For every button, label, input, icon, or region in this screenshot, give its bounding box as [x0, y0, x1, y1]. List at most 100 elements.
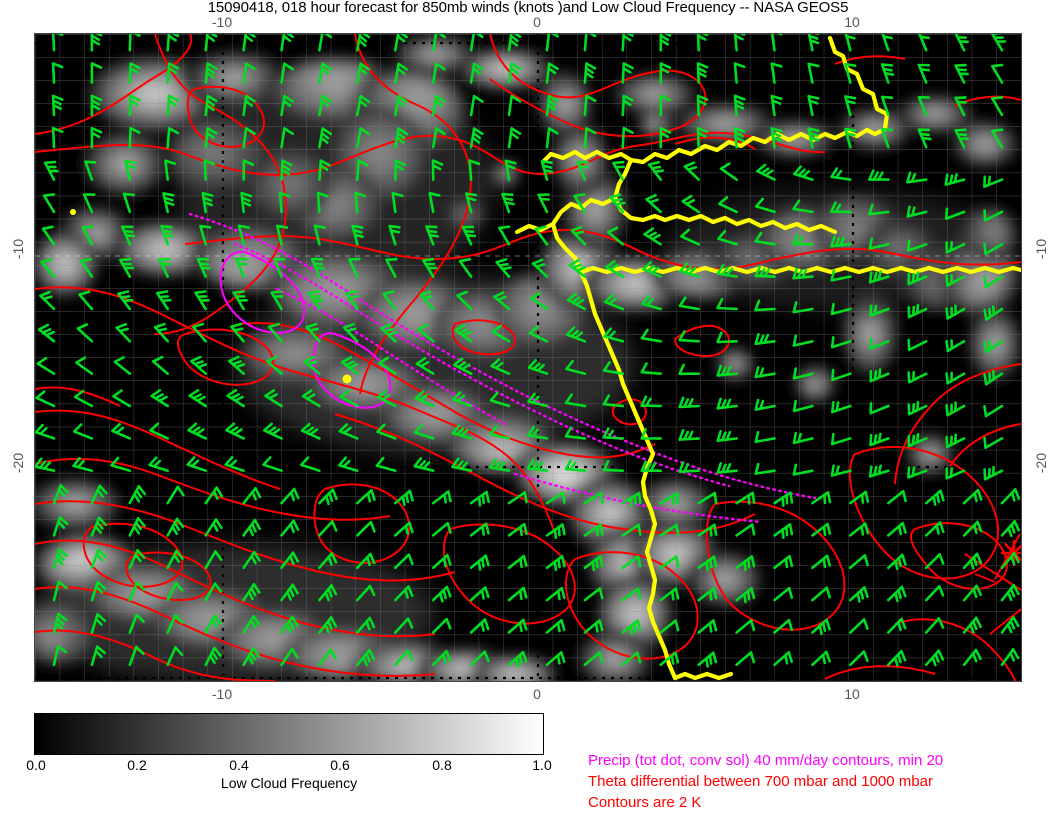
wind-barb [339, 389, 359, 408]
wind-barb [754, 265, 776, 278]
wind-barb [75, 356, 94, 375]
x-tick-top-2: 10 [844, 14, 860, 30]
y-tick-left-0: -10 [10, 238, 27, 260]
wind-barb [340, 356, 359, 375]
wind-barb [733, 34, 746, 52]
wind-barb [495, 258, 512, 278]
wind-barb [378, 356, 397, 375]
wind-barb [348, 257, 361, 278]
map-plot-area[interactable] [34, 33, 1022, 682]
wind-barb [419, 290, 435, 311]
wind-barb [237, 224, 250, 246]
wind-barb [166, 646, 184, 667]
wind-barb [983, 340, 1004, 354]
wind-barb [962, 520, 983, 537]
legend-precip-line: Precip (tot dot, conv sol) 40 mm/day con… [588, 752, 944, 769]
wind-barb [318, 616, 337, 634]
wind-barb [792, 463, 814, 476]
wind-barb [112, 389, 132, 408]
wind-barb [735, 587, 756, 604]
wind-barb [507, 491, 528, 505]
wind-barb [659, 62, 672, 84]
wind-barb [564, 459, 587, 472]
wind-barb [716, 364, 738, 377]
wind-barb [887, 521, 907, 537]
wind-barb [263, 422, 283, 440]
wind-barb [415, 356, 435, 375]
wind-barb [807, 127, 820, 149]
wind-barb [602, 361, 625, 375]
wind-barb [308, 290, 324, 311]
wind-barb [232, 290, 248, 311]
wind-barb [954, 34, 969, 52]
map-svg [35, 34, 1021, 681]
wind-barb [128, 581, 146, 602]
wind-barb [566, 292, 587, 311]
wind-barb [962, 648, 982, 667]
wind-barb [755, 197, 776, 214]
wind-barb [72, 423, 94, 440]
wind-barb [831, 368, 852, 382]
wind-barb [640, 428, 662, 440]
wind-barb [1000, 551, 1020, 570]
wind-barb [716, 397, 738, 410]
wind-barb [773, 651, 793, 667]
wind-barb [456, 290, 473, 311]
wind-barb [773, 491, 794, 507]
wind-barb [356, 34, 371, 52]
wind-barb [696, 94, 709, 117]
colorbar [34, 713, 544, 755]
wind-barb [716, 331, 738, 344]
wind-barb [128, 126, 141, 149]
wind-barb [906, 171, 928, 184]
wind-barb [280, 551, 300, 570]
wind-barb [659, 34, 672, 52]
wind-barb [356, 62, 371, 84]
wind-barb [869, 304, 890, 317]
wind-barb [887, 617, 907, 634]
wind-barb [528, 325, 549, 343]
wind-barb [262, 456, 283, 472]
wind-barb [280, 159, 293, 181]
wind-barb [90, 34, 103, 52]
wind-barb [529, 291, 549, 311]
wind-barb [507, 62, 522, 84]
wind-barb [773, 618, 794, 634]
wind-barb [90, 580, 107, 602]
wind-barb [235, 257, 248, 278]
wind-barb [414, 390, 435, 408]
wind-barb [166, 94, 180, 117]
wind-barb [204, 127, 218, 149]
wind-barb [697, 523, 718, 537]
wind-barb [342, 323, 359, 343]
wind-barb [280, 487, 300, 505]
wind-barb [733, 62, 746, 84]
wind-barb [431, 127, 446, 149]
wind-barb [110, 456, 132, 472]
wind-barb [37, 323, 56, 343]
wind-barb [754, 431, 776, 444]
wind-barb [280, 647, 299, 667]
wind-barb [907, 338, 928, 352]
wind-barb [242, 94, 256, 117]
wind-barb [280, 34, 294, 52]
wind-barb [1000, 616, 1020, 634]
wind-barb [73, 389, 94, 408]
wind-barb [458, 257, 473, 278]
wind-barb [924, 617, 945, 634]
wind-barb [428, 191, 441, 214]
wind-barb [82, 193, 96, 214]
wind-barb [545, 586, 566, 602]
wind-barb [52, 580, 68, 602]
wind-barb [278, 191, 291, 214]
wind-barb [242, 550, 261, 570]
wind-barb [318, 584, 338, 602]
wind-barb [907, 466, 928, 479]
wind-barb [735, 555, 756, 572]
wind-barb [226, 389, 245, 408]
wind-barb [166, 62, 180, 84]
wind-barb [187, 422, 207, 440]
wind-barb [507, 554, 528, 570]
wind-barb [583, 491, 604, 505]
wind-barb [394, 127, 408, 149]
